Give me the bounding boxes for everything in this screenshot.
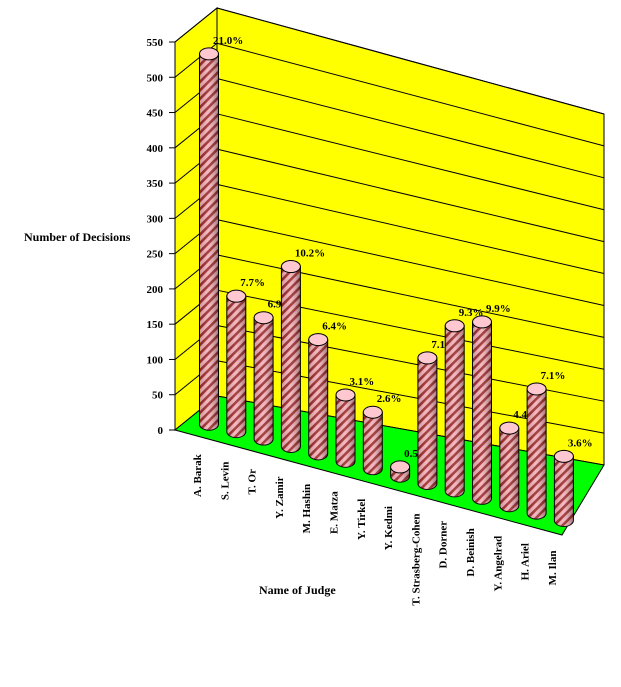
data-label: 10.2% <box>295 248 325 260</box>
bar-top <box>335 388 356 402</box>
data-label: 7.1% <box>541 370 566 382</box>
gridline-back <box>216 7 605 115</box>
x-tick-label: E. Matza <box>329 491 341 534</box>
bar: 6.4% <box>308 321 347 461</box>
gridline-back <box>216 42 605 147</box>
y-tick-label: 50 <box>152 390 164 402</box>
bar: 9.9% <box>472 303 511 505</box>
x-tick-label: Y. Angelrad <box>492 536 504 592</box>
x-tick-label: Y. Tirkel <box>356 499 368 540</box>
bar-top <box>199 47 219 61</box>
x-tick-label: H. Ariel <box>520 543 532 580</box>
bar-shade <box>336 394 355 468</box>
y-tick-label: 500 <box>147 72 164 84</box>
y-tick-label: 250 <box>147 249 164 261</box>
bar-shade <box>254 317 274 446</box>
bar-shade <box>363 412 383 475</box>
y-axis: 0 50 100 150 200 250 300 350 400 450 500 550 <box>147 37 176 437</box>
y-tick-label: 350 <box>147 178 164 190</box>
y-tick-label: 300 <box>147 213 164 225</box>
y-tick-label: 200 <box>147 284 164 296</box>
gridline-left <box>174 7 218 43</box>
bar-top <box>444 319 465 333</box>
bar-shade <box>281 266 301 453</box>
x-tick-label: T. Or <box>247 469 259 495</box>
bar-shade <box>199 53 219 431</box>
y-tick-label: 400 <box>147 143 164 155</box>
data-label: 2.6% <box>377 393 402 405</box>
gridline-back <box>216 183 605 275</box>
bar: 6.9% <box>253 299 292 446</box>
y-tick-label: 550 <box>147 37 164 49</box>
x-tick-label: Y. Zamir <box>274 476 286 518</box>
data-label: 3.6% <box>568 437 593 449</box>
bar-shade <box>527 388 547 520</box>
bar-shade <box>499 428 519 512</box>
data-label: 6.4% <box>322 321 347 333</box>
bar-top <box>553 449 574 463</box>
data-label: 9.3% <box>459 307 484 319</box>
y-tick-label: 100 <box>147 354 164 366</box>
bar-top <box>417 351 438 365</box>
x-axis-title: Name of Judge <box>259 583 336 597</box>
x-axis-labels: A. Barak S. Levin T. Or Y. Zamir M. Hashin E.… <box>192 453 559 605</box>
bar-top <box>280 260 301 274</box>
data-label: 9.9% <box>486 303 511 315</box>
bars: 21.0%7.7%6.9%10.2%6.4%3.1%2.6%0.5%7.1%9.… <box>199 35 593 528</box>
y-tick-label: 0 <box>158 425 164 437</box>
data-label: 7.7% <box>240 277 265 289</box>
bar-top <box>472 315 492 329</box>
y-tick-label: 150 <box>147 319 164 331</box>
bar: 2.6% <box>362 393 402 476</box>
bar: 7.1% <box>526 370 566 520</box>
bar-top <box>362 405 383 419</box>
x-tick-label: M. Hashin <box>301 484 313 534</box>
bar-shade <box>226 296 246 438</box>
x-tick-label: M. Ilan <box>547 551 559 586</box>
x-tick-label: Y. Kedmi <box>383 506 395 550</box>
x-tick-label: A. Barak <box>192 453 204 497</box>
bar-shade <box>308 339 328 460</box>
bar-top <box>526 382 547 396</box>
x-tick-label: D. Dorner <box>438 521 450 569</box>
x-tick-label: S. Levin <box>219 462 231 501</box>
data-label: 21.0% <box>213 35 243 47</box>
bar-shade <box>417 357 437 490</box>
data-label: 3.1% <box>350 376 375 388</box>
bar-shade <box>472 321 492 505</box>
gridline-back <box>216 78 605 179</box>
gridline-back <box>216 148 605 243</box>
gridline-back <box>216 219 605 306</box>
bar: 10.2% <box>280 248 325 453</box>
bar-shade <box>445 325 465 497</box>
bar-top <box>308 333 329 347</box>
y-tick-label: 450 <box>147 108 164 120</box>
x-tick-label: D. Beinish <box>465 528 477 576</box>
bar-top <box>226 289 247 303</box>
bar-top <box>253 311 274 325</box>
y-axis-title: Number of Decisions <box>24 230 131 244</box>
bar: 3.6% <box>553 437 593 528</box>
bar-top <box>499 421 520 435</box>
gridline-back <box>216 113 605 211</box>
bar-top <box>390 460 411 474</box>
bar: 21.0% <box>199 35 243 431</box>
x-tick-label: T. Strasberg-Cohen <box>410 513 422 605</box>
bar: 7.7% <box>226 277 265 439</box>
bar: 9.3% <box>444 307 484 498</box>
bar-shade <box>554 456 574 527</box>
bar: 3.1% <box>335 376 375 468</box>
